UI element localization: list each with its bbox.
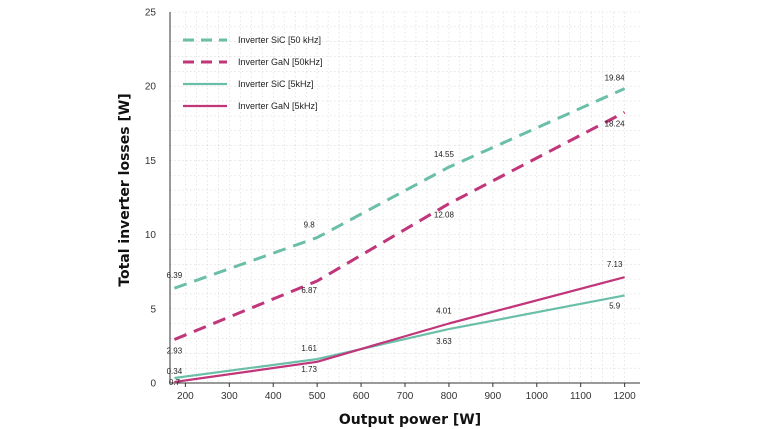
data-label: 5.9 <box>609 301 621 310</box>
data-label: 19.84 <box>605 74 626 83</box>
y-tick-label: 25 <box>145 8 157 19</box>
y-tick-label: 5 <box>150 304 156 315</box>
y-tick-label: 10 <box>145 230 157 241</box>
series-line-0 <box>173 87 626 290</box>
legend-label-3: Inverter GaN [5kHz] <box>238 101 318 111</box>
data-label: 1.61 <box>301 344 317 353</box>
data-label: 4.01 <box>436 306 452 315</box>
x-tick-label: 600 <box>353 391 370 402</box>
data-label: 1.73 <box>301 365 317 374</box>
x-tick-label: 1000 <box>526 391 549 402</box>
data-label: 12.08 <box>434 211 455 220</box>
y-tick-labels: 0 5 10 15 20 25 <box>145 8 157 390</box>
x-tick-label: 400 <box>265 391 282 402</box>
data-label: 0.7 <box>169 378 181 387</box>
x-axis-title: Output power [W] <box>339 412 481 428</box>
legend-label-0: Inverter SiC [50 kHz] <box>238 35 321 45</box>
x-tick-labels: 200 300 400 500 600 700 800 900 1000 1100 1200 <box>177 383 636 402</box>
y-tick-label: 15 <box>145 156 157 167</box>
x-tick-label: 700 <box>397 391 414 402</box>
data-label: 7.13 <box>607 260 623 269</box>
data-label: 6.87 <box>301 286 317 295</box>
series-line-2 <box>174 294 625 380</box>
data-labels: 6.39 9.8 14.55 19.84 2.93 6.87 12.08 18.24 0.34 1… <box>167 74 626 387</box>
x-tick-label: 200 <box>177 391 194 402</box>
x-tick-label: 1100 <box>570 391 592 402</box>
series-lines <box>173 87 626 384</box>
x-tick-label: 800 <box>441 391 458 402</box>
data-label: 6.39 <box>167 271 183 280</box>
data-label: 9.8 <box>304 221 316 230</box>
y-axis-title: Total inverter losses [W] <box>117 93 133 286</box>
data-label: 3.63 <box>436 337 452 346</box>
data-label: 18.24 <box>605 119 626 128</box>
legend-label-1: Inverter GaN [50kHz] <box>238 57 323 67</box>
y-tick-label: 0 <box>150 379 156 390</box>
x-tick-label: 500 <box>309 391 326 402</box>
data-label: 0.34 <box>167 367 183 376</box>
y-tick-label: 20 <box>145 82 157 93</box>
x-tick-label: 900 <box>485 391 502 402</box>
series-line-3 <box>174 276 625 384</box>
legend: Inverter SiC [50 kHz] Inverter GaN [50kHz… <box>183 35 323 111</box>
series-line-1 <box>173 110 626 341</box>
legend-label-2: Inverter SiC [5kHz] <box>238 79 314 89</box>
grid <box>170 11 640 383</box>
x-tick-label: 1200 <box>614 391 637 402</box>
x-tick-label: 300 <box>221 391 238 402</box>
data-label: 2.93 <box>167 347 183 356</box>
data-label: 14.55 <box>434 150 455 159</box>
